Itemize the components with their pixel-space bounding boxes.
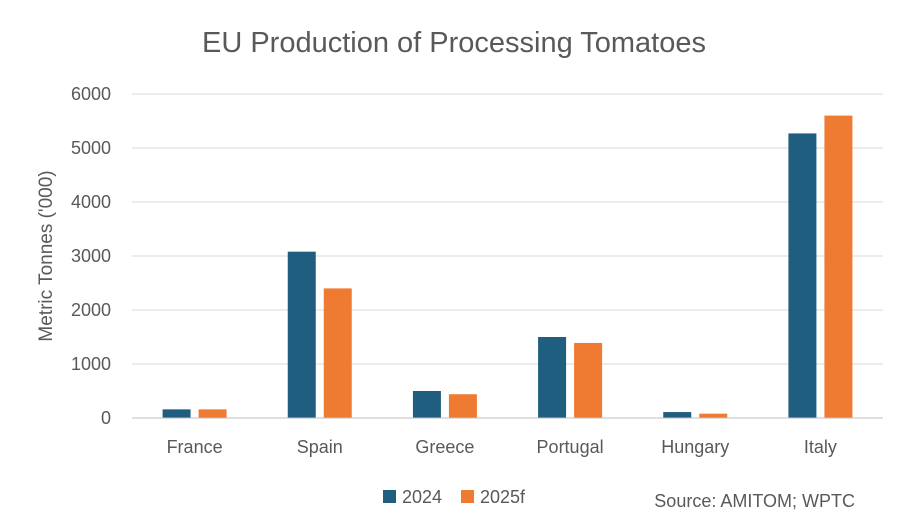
legend-label-2024: 2024 bbox=[402, 487, 442, 507]
legend: 2024 2025f bbox=[383, 487, 526, 507]
bar-hungary-2025f bbox=[699, 413, 728, 418]
y-tick-label-5000: 5000 bbox=[71, 138, 111, 158]
bar-italy-2025f bbox=[824, 115, 853, 418]
y-tick-label-1000: 1000 bbox=[71, 354, 111, 374]
bar-portugal-2024 bbox=[538, 337, 567, 418]
y-tick-label-3000: 3000 bbox=[71, 246, 111, 266]
bar-france-2025f bbox=[198, 409, 227, 418]
y-tick-label-4000: 4000 bbox=[71, 192, 111, 212]
gridlines bbox=[132, 93, 883, 365]
bar-france-2024 bbox=[162, 409, 191, 418]
x-tick-label-greece: Greece bbox=[415, 437, 474, 457]
y-tick-label-2000: 2000 bbox=[71, 300, 111, 320]
legend-swatch-2024 bbox=[383, 490, 396, 503]
x-tick-label-hungary: Hungary bbox=[661, 437, 729, 457]
bar-spain-2024 bbox=[287, 251, 316, 418]
chart-title: EU Production of Processing Tomatoes bbox=[202, 27, 706, 59]
x-tick-label-spain: Spain bbox=[297, 437, 343, 457]
bar-portugal-2025f bbox=[574, 342, 603, 418]
source-note: Source: AMITOM; WPTC bbox=[654, 491, 855, 511]
bar-greece-2025f bbox=[448, 394, 477, 418]
legend-swatch-2025f bbox=[461, 490, 474, 503]
y-tick-label-0: 0 bbox=[101, 408, 111, 428]
y-axis: 0 1000 2000 3000 4000 5000 6000 bbox=[71, 84, 111, 428]
y-tick-label-6000: 6000 bbox=[71, 84, 111, 104]
bar-spain-2025f bbox=[323, 288, 352, 418]
y-axis-label: Metric Tonnes ('000) bbox=[36, 170, 57, 341]
bar-italy-2024 bbox=[788, 133, 817, 419]
x-axis: France Spain Greece Portugal Hungary Italy bbox=[132, 417, 883, 457]
legend-label-2025f: 2025f bbox=[480, 487, 526, 507]
x-tick-label-portugal: Portugal bbox=[537, 437, 604, 457]
bar-greece-2024 bbox=[412, 391, 441, 418]
bar-hungary-2024 bbox=[663, 412, 692, 418]
bars bbox=[162, 115, 853, 419]
x-tick-label-italy: Italy bbox=[804, 437, 837, 457]
x-tick-label-france: France bbox=[167, 437, 223, 457]
